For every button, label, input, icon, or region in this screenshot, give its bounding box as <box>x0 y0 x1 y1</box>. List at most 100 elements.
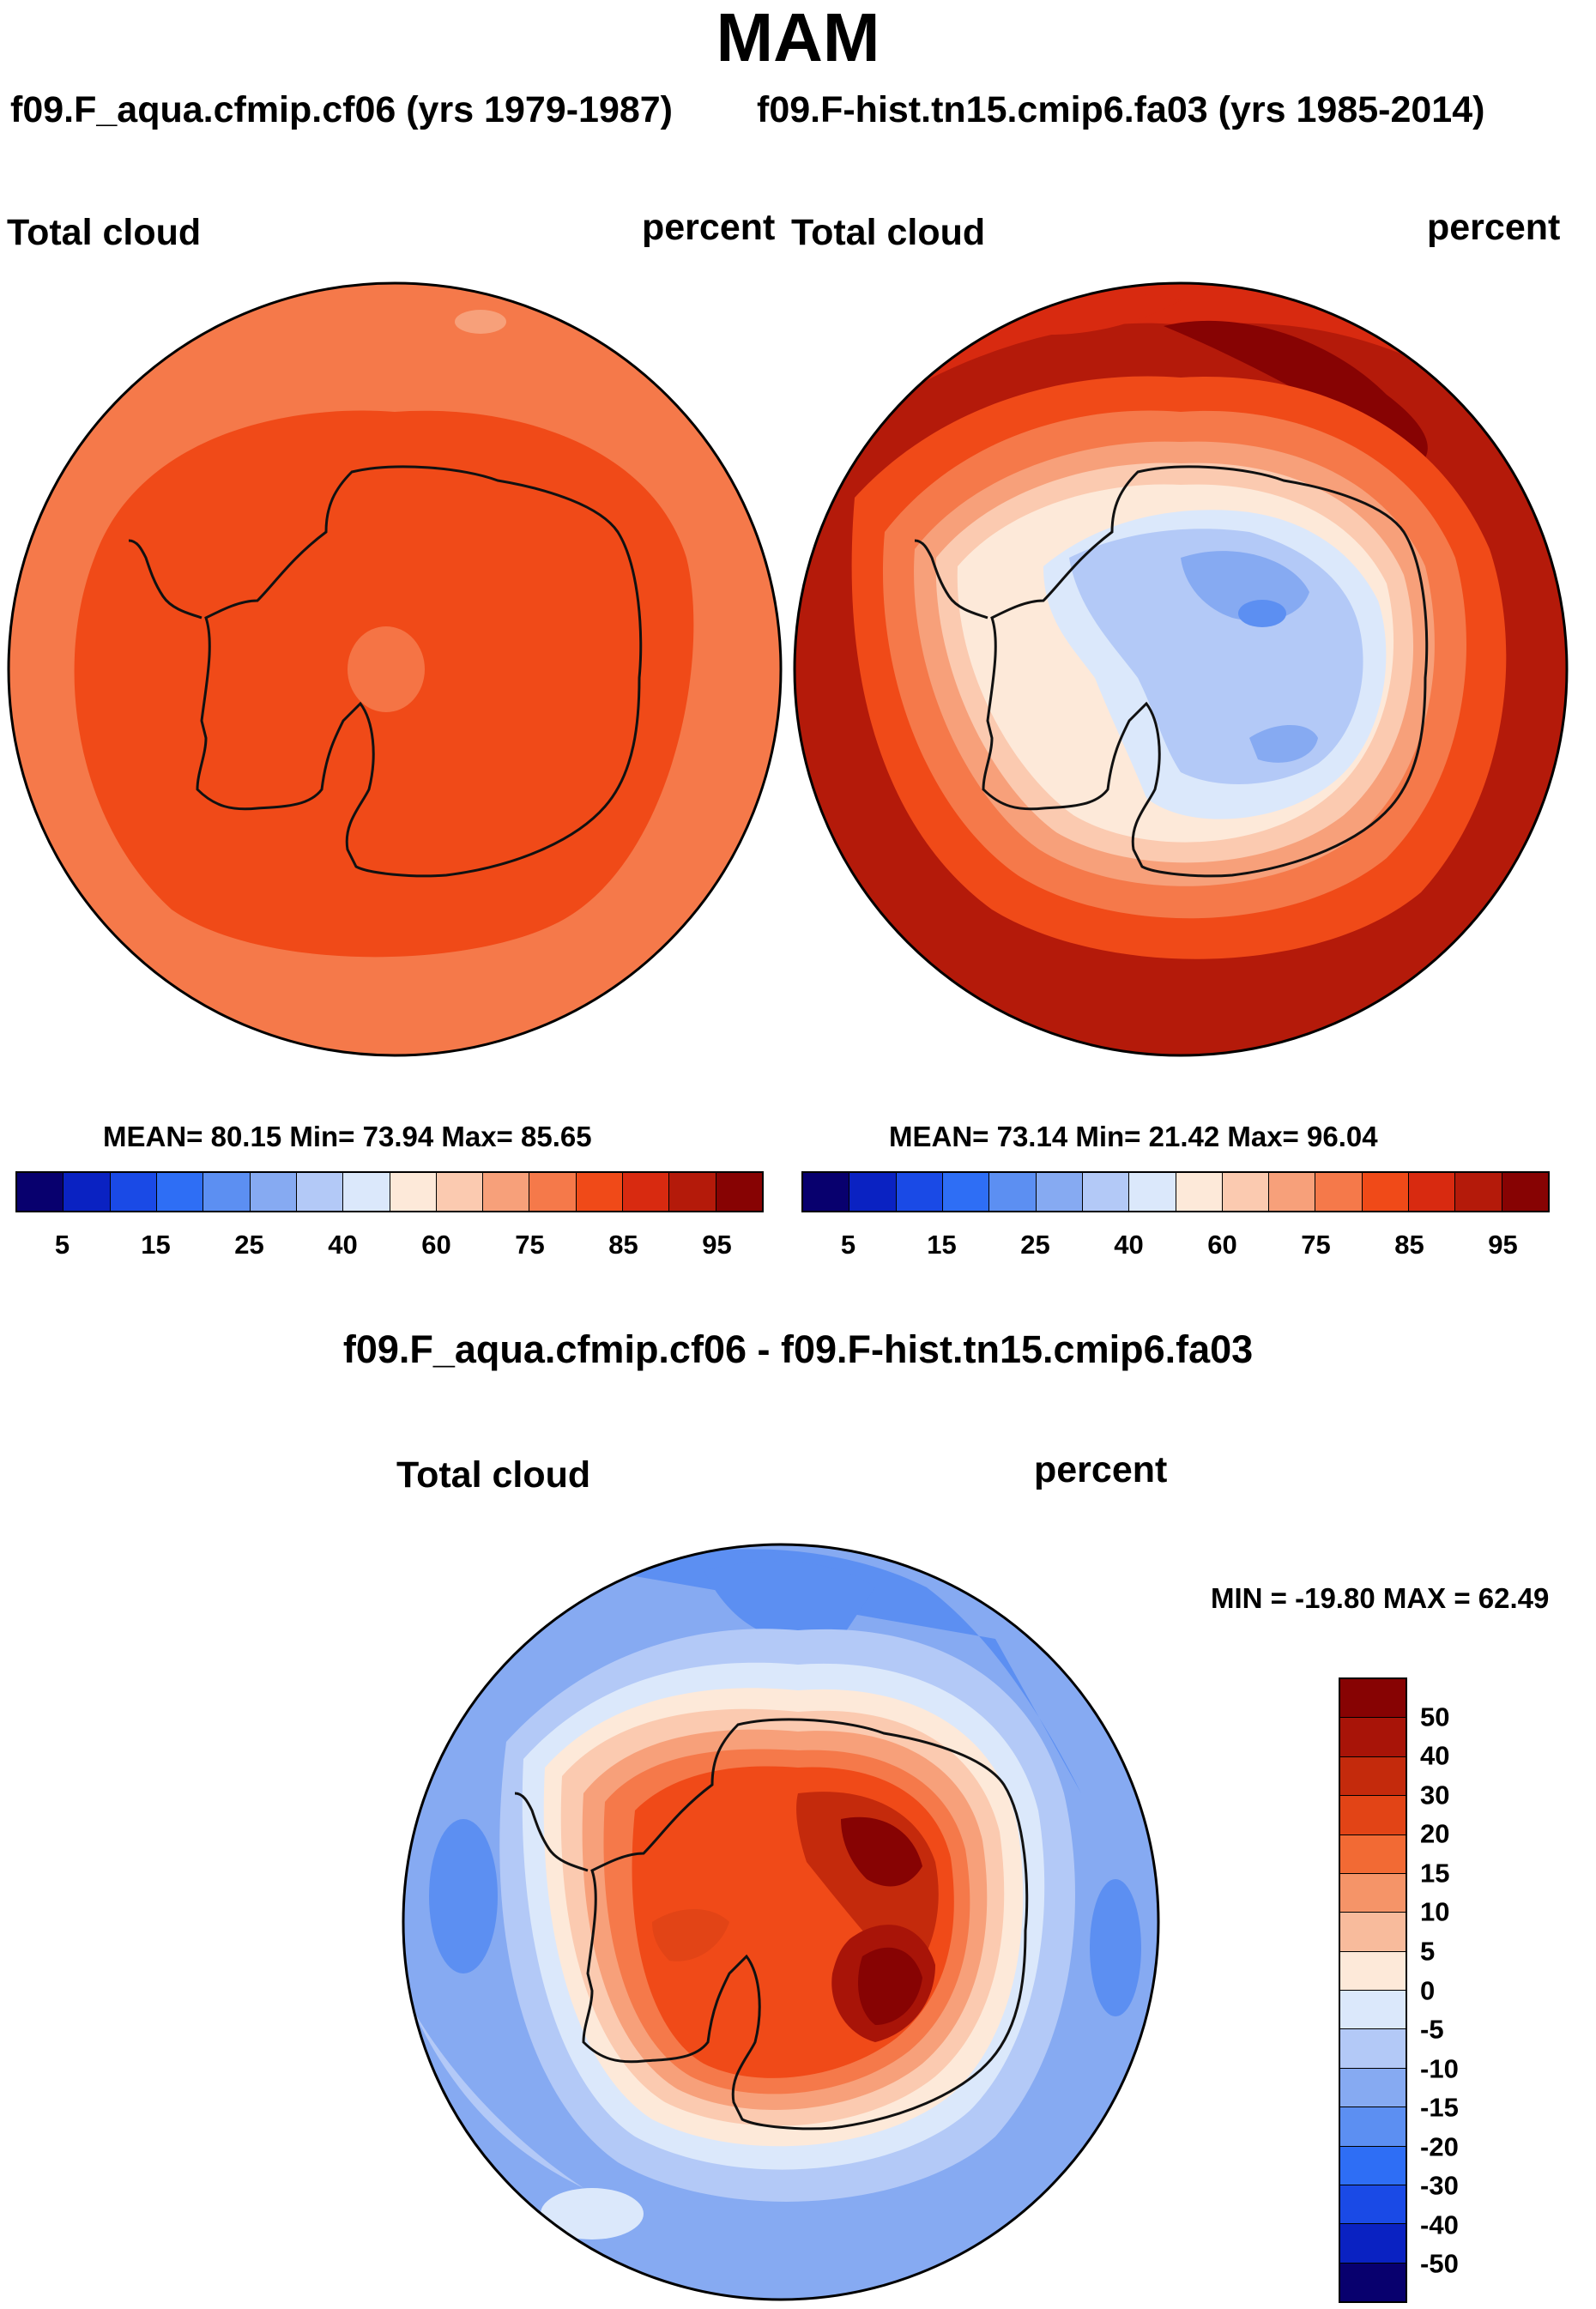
colorbar-swatch <box>1082 1173 1130 1211</box>
diff-colorbar-tick-label: -40 <box>1420 2209 1459 2240</box>
colorbar-swatch <box>1176 1173 1223 1211</box>
diff-units-label: percent <box>1034 1449 1168 1490</box>
colorbar-tick-label: 60 <box>421 1230 451 1260</box>
diff-colorbar <box>1339 1677 1407 2303</box>
diff-minmax: MIN = -19.80 MAX = 62.49 <box>1211 1582 1550 1614</box>
panel2-colorbar <box>801 1171 1550 1212</box>
diff-colorbar-swatch <box>1340 1991 1406 2030</box>
panel1-antarctica-coastline <box>128 465 643 878</box>
diff-colorbar-tick-label: 10 <box>1420 1896 1450 1927</box>
colorbar-swatch <box>529 1173 577 1211</box>
colorbar-swatch <box>110 1173 157 1211</box>
panel2-stats: MEAN= 73.14 Min= 21.42 Max= 96.04 <box>889 1121 1378 1152</box>
colorbar-swatch <box>576 1173 624 1211</box>
colorbar-swatch <box>483 1173 530 1211</box>
colorbar-swatch <box>989 1173 1037 1211</box>
colorbar-tick-label: 5 <box>840 1230 856 1260</box>
panel1-variable-label: Total cloud <box>7 212 202 253</box>
diff-colorbar-tick-label: 15 <box>1420 1858 1450 1889</box>
colorbar-tick-label: 85 <box>608 1230 638 1260</box>
colorbar-swatch <box>1315 1173 1363 1211</box>
diff-colorbar-tick-label: 40 <box>1420 1740 1450 1771</box>
diff-colorbar-swatch <box>1340 1951 1406 1991</box>
colorbar-swatch <box>1409 1173 1456 1211</box>
colorbar-tick-label: 25 <box>234 1230 264 1260</box>
diff-colorbar-swatch <box>1340 2107 1406 2147</box>
diff-variable-label: Total cloud <box>396 1454 591 1496</box>
diff-colorbar-swatch <box>1340 1718 1406 1757</box>
diff-colorbar-swatch <box>1340 1796 1406 1835</box>
case1-title: f09.F_aqua.cfmip.cf06 (yrs 1979-1987) <box>10 89 674 130</box>
colorbar-swatch <box>896 1173 943 1211</box>
colorbar-swatch <box>203 1173 251 1211</box>
diff-colorbar-tick-label: -30 <box>1420 2170 1459 2201</box>
diff-title: f09.F_aqua.cfmip.cf06 - f09.F-hist.tn15.… <box>342 1327 1254 1371</box>
colorbar-swatch <box>623 1173 670 1211</box>
diff-colorbar-swatch <box>1340 1679 1406 1719</box>
diff-colorbar-swatch <box>1340 2146 1406 2185</box>
colorbar-tick-label: 60 <box>1207 1230 1237 1260</box>
case2-title: f09.F-hist.tn15.cmip6.fa03 (yrs 1985-201… <box>757 89 1485 130</box>
diff-colorbar-swatch <box>1340 1835 1406 1874</box>
diff-colorbar-swatch <box>1340 2224 1406 2264</box>
diff-colorbar-tick-label: 20 <box>1420 1818 1450 1849</box>
colorbar-swatch <box>250 1173 297 1211</box>
colorbar-tick-label: 5 <box>54 1230 70 1260</box>
colorbar-swatch <box>1502 1173 1548 1211</box>
colorbar-tick-label: 85 <box>1394 1230 1424 1260</box>
diff-colorbar-tick-label: -50 <box>1420 2248 1459 2279</box>
colorbar-tick-label: 40 <box>328 1230 358 1260</box>
colorbar-tick-label: 40 <box>1114 1230 1144 1260</box>
panel2-map <box>793 281 1569 1057</box>
diff-colorbar-swatch <box>1340 1756 1406 1797</box>
diff-colorbar-swatch <box>1340 2068 1406 2108</box>
colorbar-swatch <box>343 1173 390 1211</box>
diff-colorbar-tick-label: 0 <box>1420 1975 1436 2005</box>
colorbar-tick-label: 15 <box>141 1230 171 1260</box>
colorbar-swatch <box>1269 1173 1316 1211</box>
diff-antarctica-coastline <box>514 1718 1029 2131</box>
diff-colorbar-swatch <box>1340 1913 1406 1952</box>
diff-colorbar-tick-label: 30 <box>1420 1780 1450 1810</box>
colorbar-swatch <box>716 1173 762 1211</box>
diff-colorbar-swatch <box>1340 1873 1406 1913</box>
panel2-variable-label: Total cloud <box>791 212 986 253</box>
colorbar-tick-label: 95 <box>1488 1230 1518 1260</box>
colorbar-swatch <box>803 1173 850 1211</box>
colorbar-tick-label: 75 <box>1301 1230 1331 1260</box>
colorbar-swatch <box>436 1173 484 1211</box>
panel1-units-label: percent <box>642 207 776 248</box>
diff-colorbar-tick-label: -20 <box>1420 2131 1459 2162</box>
colorbar-tick-label: 75 <box>515 1230 545 1260</box>
colorbar-swatch <box>296 1173 344 1211</box>
panel2-units-label: percent <box>1427 207 1561 248</box>
colorbar-swatch <box>17 1173 64 1211</box>
colorbar-swatch <box>1036 1173 1083 1211</box>
diff-colorbar-swatch <box>1340 2185 1406 2225</box>
colorbar-swatch <box>390 1173 437 1211</box>
panel1-colorbar <box>15 1171 764 1212</box>
diff-colorbar-swatch <box>1340 2029 1406 2069</box>
main-title: MAM <box>716 0 880 76</box>
diff-colorbar-tick-label: 5 <box>1420 1936 1436 1967</box>
colorbar-swatch <box>1129 1173 1176 1211</box>
colorbar-swatch <box>669 1173 716 1211</box>
colorbar-swatch <box>63 1173 111 1211</box>
colorbar-tick-label: 95 <box>702 1230 732 1260</box>
colorbar-tick-label: 15 <box>927 1230 957 1260</box>
colorbar-swatch <box>849 1173 897 1211</box>
panel2-antarctica-coastline <box>914 465 1429 878</box>
panel1-stats: MEAN= 80.15 Min= 73.94 Max= 85.65 <box>103 1121 592 1152</box>
colorbar-tick-label: 25 <box>1020 1230 1050 1260</box>
panel1-map <box>7 281 783 1057</box>
colorbar-swatch <box>1455 1173 1502 1211</box>
diff-colorbar-tick-label: -10 <box>1420 2053 1459 2084</box>
colorbar-swatch <box>156 1173 204 1211</box>
diff-map <box>402 1543 1160 2301</box>
diff-colorbar-tick-label: -15 <box>1420 2092 1459 2123</box>
colorbar-swatch <box>1362 1173 1410 1211</box>
diff-colorbar-tick-label: 50 <box>1420 1702 1450 1732</box>
diff-colorbar-swatch <box>1340 2263 1406 2301</box>
colorbar-swatch <box>1222 1173 1270 1211</box>
colorbar-swatch <box>942 1173 990 1211</box>
